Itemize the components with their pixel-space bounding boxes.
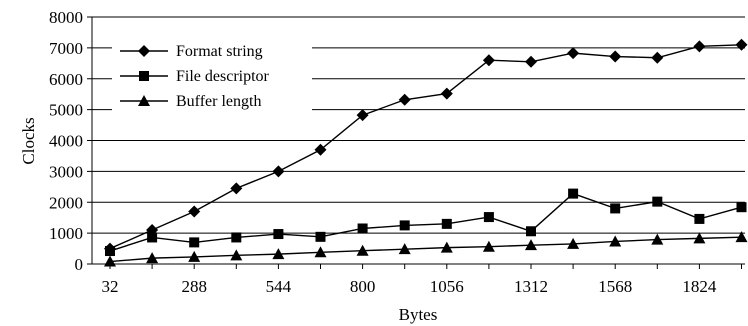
data-point: [398, 243, 411, 255]
data-point: [735, 231, 748, 243]
data-point: [526, 226, 536, 237]
legend-marker: [139, 71, 149, 81]
y-tick-label: 2000: [49, 193, 83, 212]
data-point: [189, 237, 200, 248]
data-point: [693, 232, 706, 244]
series-buffer-length: [104, 231, 748, 267]
y-tick-label: 5000: [49, 101, 83, 120]
data-point: [694, 213, 705, 224]
data-point: [693, 40, 706, 53]
legend-item: Format string: [120, 43, 263, 60]
data-point: [188, 205, 201, 218]
legend-label: File descriptor: [176, 68, 270, 85]
data-point: [188, 250, 201, 262]
data-point: [651, 51, 664, 64]
data-point: [567, 237, 580, 249]
data-point: [736, 202, 747, 213]
x-tick-label: 800: [350, 277, 376, 296]
legend-item: File descriptor: [120, 68, 270, 85]
legend-marker: [138, 95, 150, 106]
x-tick-label: 1312: [514, 277, 548, 296]
data-point: [272, 165, 285, 178]
legend-item: Buffer length: [120, 93, 261, 110]
data-point: [567, 47, 580, 60]
x-tick-label: 288: [181, 277, 207, 296]
data-point: [440, 87, 453, 100]
legend-label: Format string: [176, 43, 263, 60]
legend: Format string File descriptor Buffer lengt…: [112, 30, 312, 112]
series-line: [109, 236, 742, 263]
data-point: [525, 239, 537, 251]
data-point: [105, 246, 115, 257]
data-point: [440, 241, 453, 253]
data-point: [652, 196, 663, 207]
data-point: [356, 109, 369, 122]
data-point: [399, 220, 410, 231]
data-point: [398, 93, 411, 106]
series-line: [109, 192, 742, 252]
data-point: [525, 55, 537, 68]
x-tick-label: 1056: [430, 277, 464, 296]
data-point: [357, 223, 368, 234]
series-file-descriptor: [105, 188, 747, 257]
y-tick-label: 7000: [49, 39, 83, 58]
data-point: [610, 203, 621, 214]
series-layer: [104, 38, 748, 267]
data-point: [315, 231, 326, 242]
data-point: [231, 232, 242, 243]
y-tick-label: 8000: [49, 8, 83, 27]
data-point: [146, 252, 159, 264]
x-axis-title: Bytes: [399, 305, 438, 324]
data-point: [314, 246, 327, 258]
data-point: [482, 54, 495, 67]
y-tick-label: 0: [75, 255, 84, 274]
x-tick-label: 1568: [598, 277, 632, 296]
y-tick-label: 3000: [49, 162, 83, 181]
legend-label: Buffer length: [176, 93, 261, 110]
data-point: [273, 229, 284, 240]
data-point: [651, 233, 664, 245]
x-tick-label: 32: [102, 277, 119, 296]
data-point: [482, 240, 495, 252]
legend-marker: [138, 45, 150, 57]
data-point: [568, 188, 579, 199]
x-tick-label: 544: [266, 277, 292, 296]
series-line: [109, 44, 742, 250]
data-point: [272, 248, 285, 260]
data-point: [147, 232, 158, 243]
y-tick-labels: 0 1000 2000 3000 4000 5000 6000 7000 8000: [49, 8, 83, 274]
data-point: [356, 244, 369, 256]
data-point: [230, 249, 243, 261]
axes: [91, 17, 745, 265]
data-point: [230, 182, 243, 195]
data-point: [483, 212, 494, 223]
data-point: [441, 218, 452, 229]
data-point: [104, 255, 116, 267]
x-tick-label: 1824: [682, 277, 717, 296]
data-point: [609, 50, 622, 63]
x-tick-labels: 32 288 544 800 1056 1312 1568 1824: [102, 277, 717, 296]
y-axis-title: Clocks: [19, 117, 38, 164]
data-point: [609, 235, 622, 247]
y-tick-label: 6000: [49, 70, 83, 89]
y-tick-label: 1000: [49, 224, 83, 243]
data-point: [314, 143, 327, 156]
y-tick-label: 4000: [49, 132, 83, 151]
data-point: [735, 38, 748, 51]
